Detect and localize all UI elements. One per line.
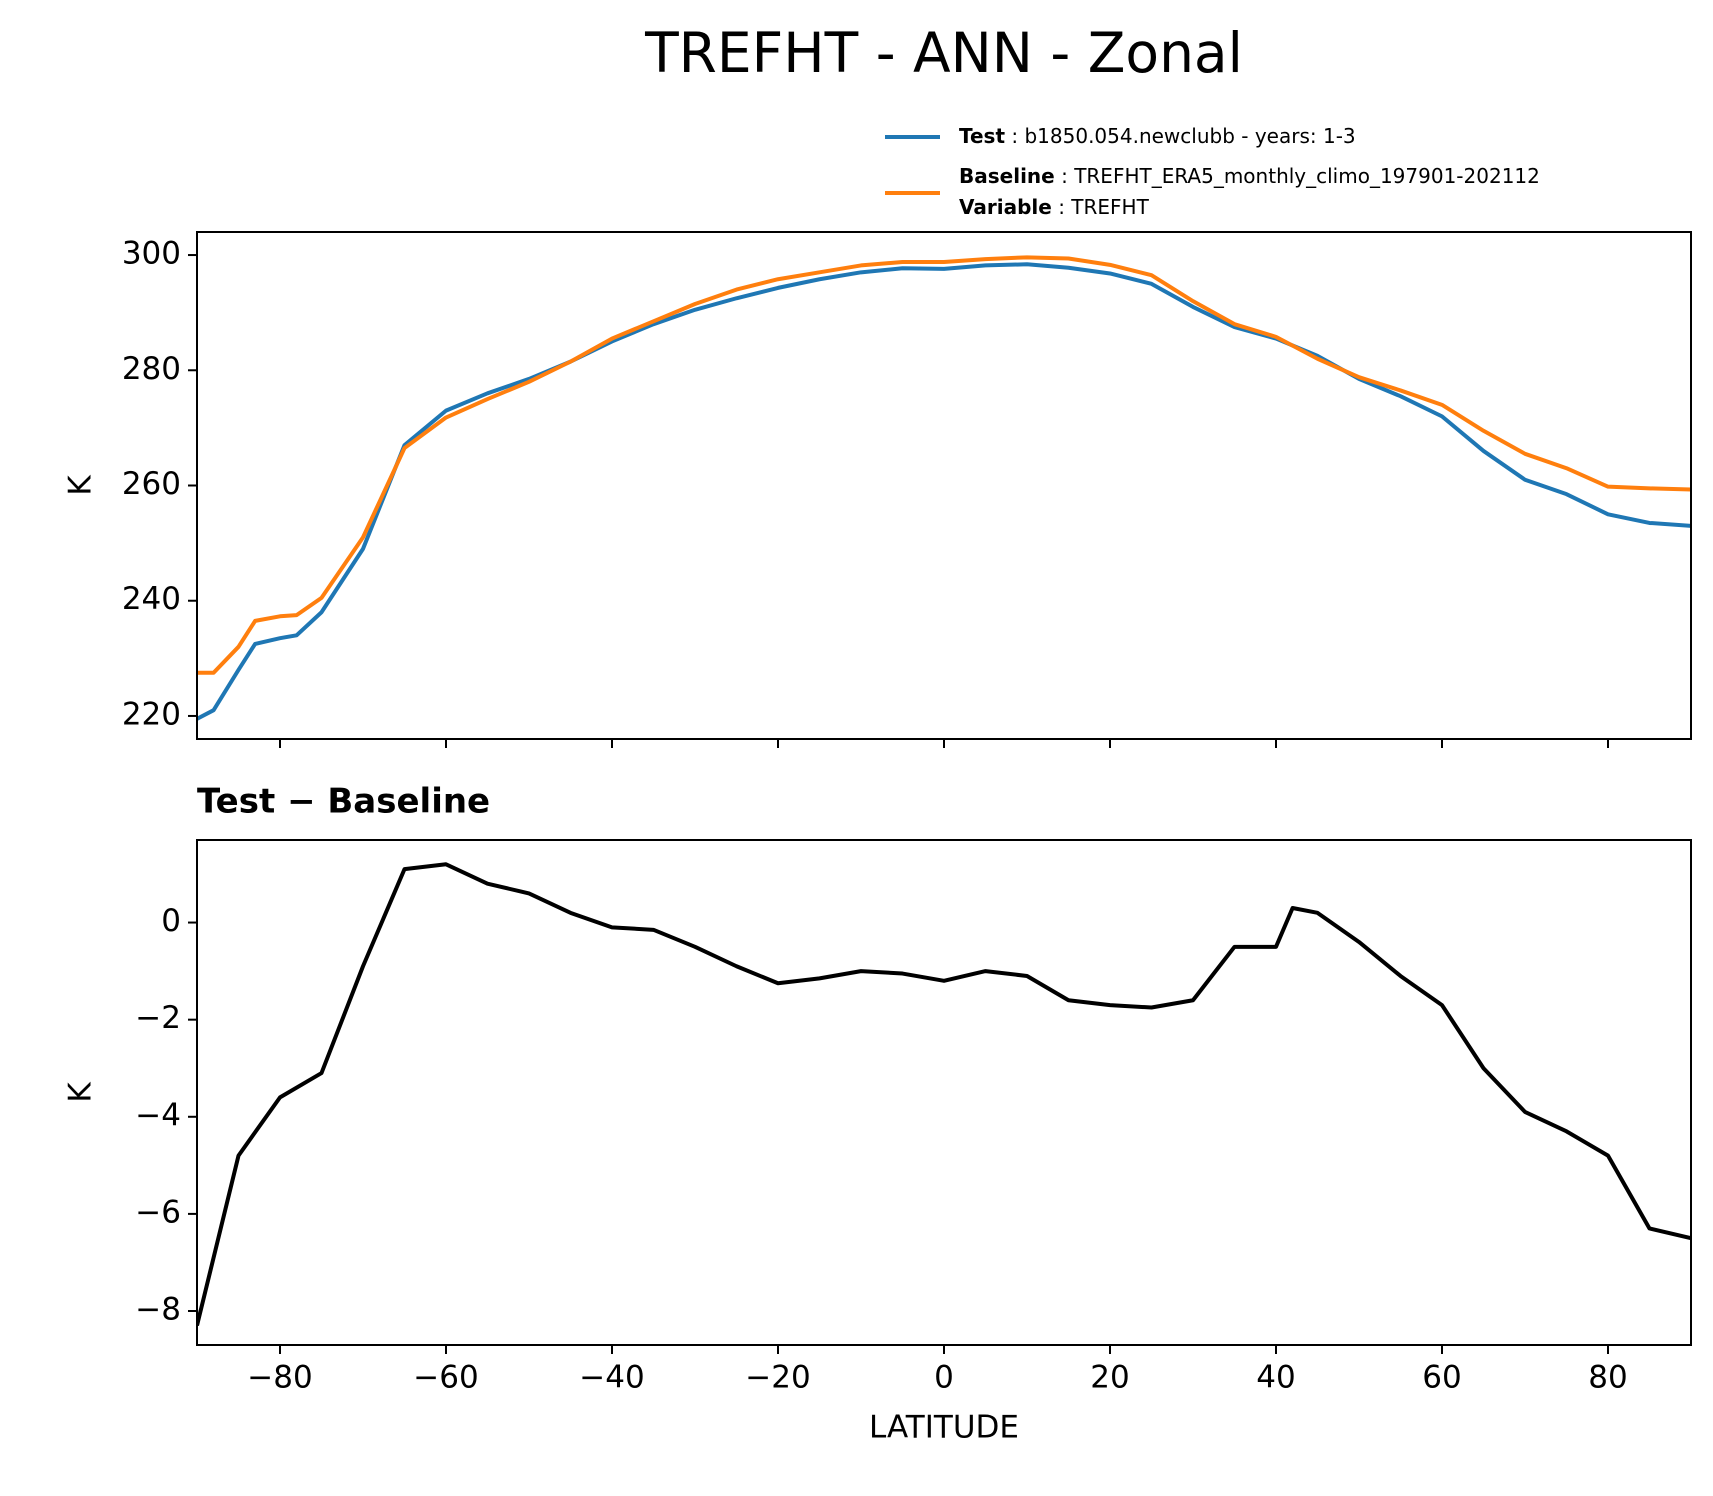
legend-description: : TREFHT_ERA5_monthly_climo_197901-20211… — [1055, 164, 1540, 188]
y-axis-label: K — [63, 475, 99, 496]
y-tick-label: 300 — [122, 236, 181, 272]
y-tick-label: 260 — [122, 466, 181, 502]
y-tick-label: 280 — [122, 351, 181, 387]
x-axis-label: LATITUDE — [869, 1410, 1019, 1446]
legend-name: Variable — [959, 195, 1052, 219]
x-tick-label: 40 — [1256, 1360, 1295, 1396]
figure-title: TREFHT - ANN - Zonal — [644, 21, 1243, 85]
legend-description: : b1850.054.newclubb - years: 1-3 — [1005, 124, 1356, 148]
legend-entry: Test : b1850.054.newclubb - years: 1-3 — [959, 124, 1356, 148]
y-tick-label: −8 — [135, 1292, 181, 1328]
plot-area — [197, 862, 1691, 1327]
y-tick-label: −2 — [135, 1000, 181, 1036]
y-axis-label: K — [63, 1082, 99, 1103]
x-tick-label: 60 — [1422, 1360, 1461, 1396]
legend-entry: Baseline : TREFHT_ERA5_monthly_climo_197… — [959, 164, 1540, 188]
axes-frame — [196, 839, 1692, 1346]
x-tick-label: −40 — [579, 1360, 644, 1396]
series-line — [197, 862, 1691, 1327]
legend-name: Test — [959, 124, 1005, 148]
y-tick-label: −4 — [135, 1097, 181, 1133]
x-tick-label: −60 — [413, 1360, 478, 1396]
plot-area — [197, 255, 1691, 721]
legend-description: : TREFHT — [1052, 195, 1150, 219]
y-tick-label: 240 — [122, 581, 181, 617]
series-line — [197, 262, 1691, 721]
legend-entry: Variable : TREFHT — [959, 195, 1150, 219]
series-line — [197, 255, 1691, 675]
x-tick-label: −20 — [745, 1360, 810, 1396]
legend-name: Baseline — [959, 164, 1055, 188]
panel-title: Test − Baseline — [197, 782, 490, 822]
x-tick-label: 80 — [1588, 1360, 1627, 1396]
x-tick-label: 0 — [934, 1360, 954, 1396]
y-tick-label: 0 — [161, 903, 181, 939]
axes-frame — [196, 231, 1692, 740]
y-tick-label: 220 — [122, 696, 181, 732]
x-tick-label: 20 — [1090, 1360, 1129, 1396]
x-tick-label: −80 — [247, 1360, 312, 1396]
y-tick-label: −6 — [135, 1194, 181, 1230]
